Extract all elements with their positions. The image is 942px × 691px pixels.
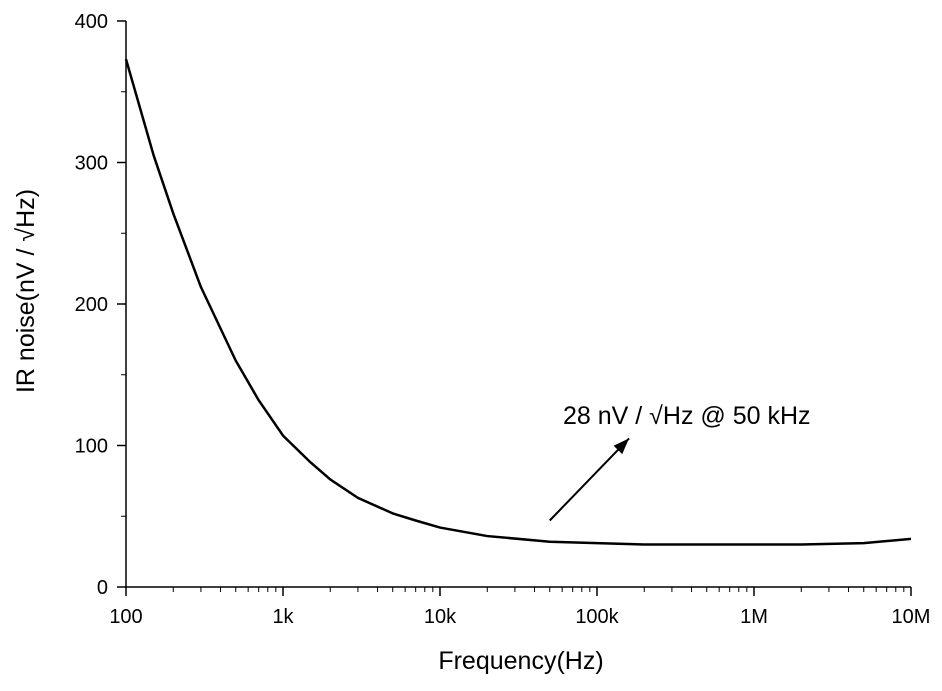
x-tick-label: 1k: [272, 606, 294, 628]
x-axis-ticks: 100 1k 10k 100k 1M 10M: [109, 587, 930, 628]
y-minor-ticks: [121, 91, 126, 517]
x-tick-label: 10k: [424, 606, 457, 628]
x-tick-label: 10M: [892, 606, 931, 628]
y-tick-label: 100: [75, 436, 108, 458]
annotation-label: 28 nV / √Hz @ 50 kHz: [563, 402, 811, 430]
x-axis-title: Frequency(Hz): [438, 647, 603, 675]
x-tick-label: 1M: [740, 606, 768, 628]
y-axis-ticks: 0 100 200 300 400: [75, 11, 126, 599]
y-tick-label: 0: [97, 577, 108, 599]
x-tick-label: 100: [109, 606, 142, 628]
x-minor-ticks: [172, 587, 905, 592]
noise-curve: [124, 58, 912, 546]
annotation-arrow-head: [613, 438, 630, 455]
y-tick-label: 200: [75, 294, 108, 316]
series-group: [124, 58, 912, 546]
y-tick-label: 300: [75, 153, 108, 175]
x-tick-label: 100k: [575, 606, 619, 628]
annotation-group: 28 nV / √Hz @ 50 kHz: [549, 402, 811, 522]
y-tick-label: 400: [75, 11, 108, 33]
annotation-arrow-line: [549, 437, 630, 522]
y-axis-title: IR noise(nV / √Hz): [12, 189, 40, 393]
